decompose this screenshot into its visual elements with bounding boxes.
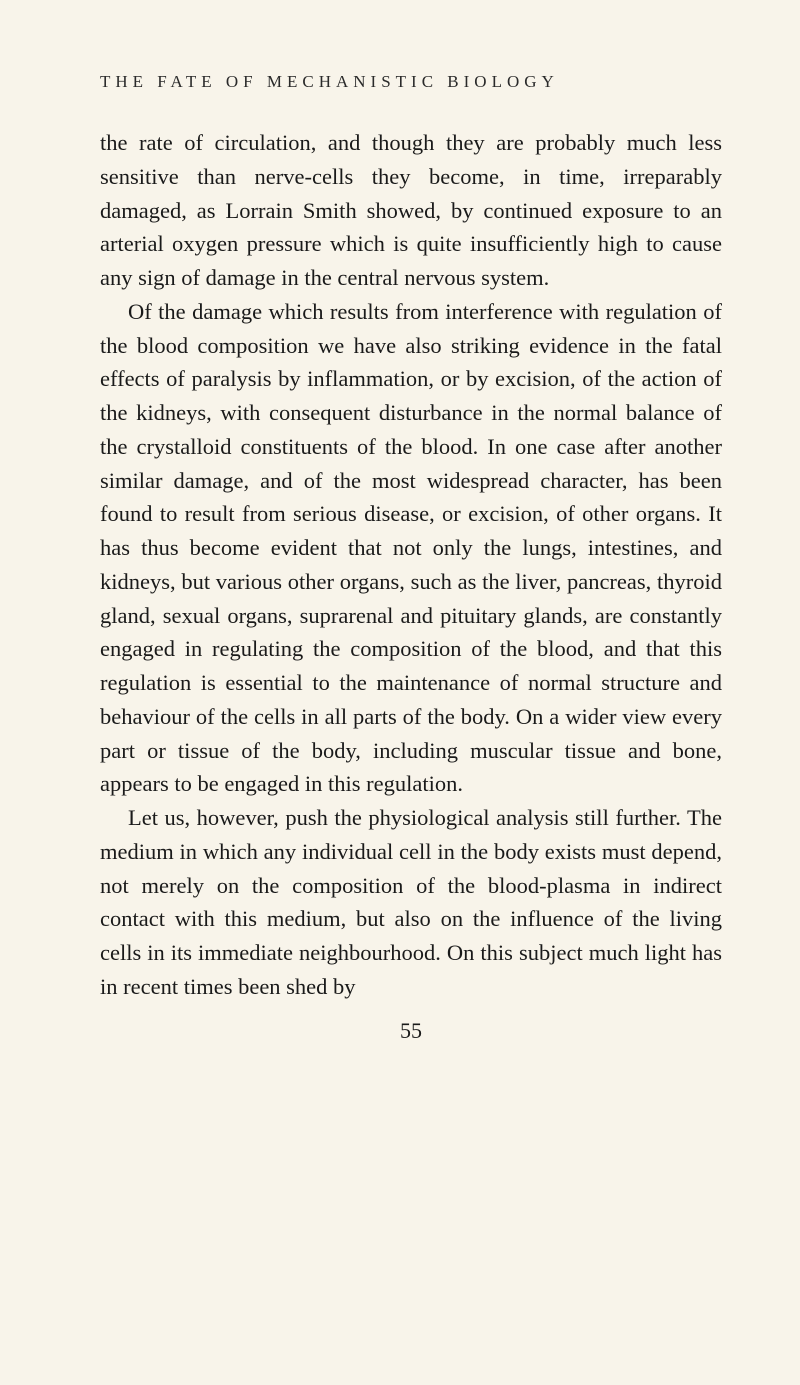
page-number: 55 (100, 1018, 722, 1044)
page-header: THE FATE OF MECHANISTIC BIOLOGY (100, 72, 722, 92)
body-text-container: the rate of circulation, and though they… (100, 126, 722, 1004)
paragraph-3: Let us, however, push the physiological … (100, 801, 722, 1004)
paragraph-1: the rate of circulation, and though they… (100, 126, 722, 295)
paragraph-2: Of the damage which results from interfe… (100, 295, 722, 801)
